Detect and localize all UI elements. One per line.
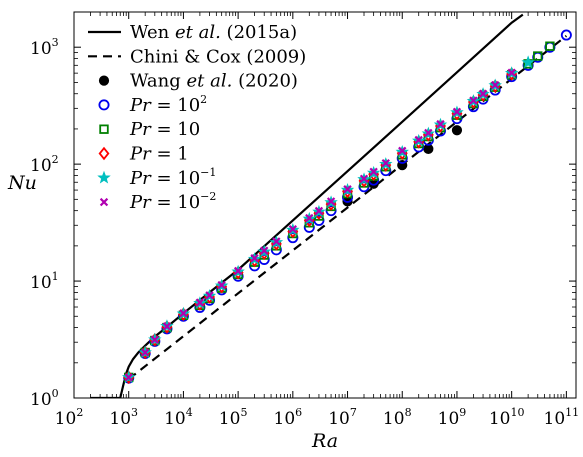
legend-marker-swatch <box>97 170 111 184</box>
legend: Wen et al. (2015a) Chini & Cox (2009) Wang… <box>88 22 306 213</box>
data-point <box>250 253 259 263</box>
data-point <box>124 373 133 382</box>
legend-label: Pr = 10 <box>129 119 200 140</box>
data-point <box>288 224 298 234</box>
data-point <box>140 348 150 357</box>
x-tick-label: 1011 <box>544 406 580 429</box>
marker-series-5 <box>124 68 516 382</box>
legend-marker-swatch <box>98 99 110 111</box>
data-point <box>381 158 390 168</box>
legend-label: Wen et al. (2015a) <box>130 22 297 43</box>
x-tick-label: 104 <box>164 406 193 429</box>
data-point <box>272 237 281 246</box>
legend-entry: Pr = 1 <box>98 144 189 165</box>
data-point <box>451 125 463 136</box>
x-tick-label: 1010 <box>489 406 525 429</box>
legend-entry: Pr = 10 <box>99 119 200 140</box>
series-line-1 <box>128 35 568 380</box>
data-point <box>398 146 407 155</box>
legend-label: Pr = 10−1 <box>129 166 216 189</box>
y-tick-label: 101 <box>30 270 59 293</box>
data-point <box>545 41 555 51</box>
data-point <box>478 89 488 98</box>
data-point <box>369 167 378 176</box>
x-tick-label: 106 <box>274 406 303 429</box>
legend-entry: Chini & Cox (2009) <box>88 46 306 67</box>
legend-marker-swatch <box>99 197 109 207</box>
data-point <box>233 266 243 276</box>
data-point <box>179 309 188 318</box>
y-tick-label: 103 <box>30 36 59 59</box>
y-axis-title: Nu <box>7 172 37 194</box>
legend-label: Chini & Cox (2009) <box>130 46 306 67</box>
marker-layer <box>121 29 572 385</box>
data-point <box>560 29 572 41</box>
legend-marker-swatch <box>99 124 109 134</box>
data-point <box>507 68 516 77</box>
x-tick-label: 107 <box>328 406 357 429</box>
x-tick-label: 103 <box>109 406 138 429</box>
x-axis-title: Ra <box>311 430 338 452</box>
data-point <box>424 128 433 138</box>
x-tick-label: 109 <box>438 406 467 429</box>
data-point <box>452 107 462 117</box>
plot-frame <box>73 11 577 399</box>
data-point <box>436 119 445 129</box>
data-point <box>217 280 226 290</box>
legend-entry: Pr = 10−2 <box>99 190 216 213</box>
x-tick-label: 102 <box>55 406 84 429</box>
legend-entry: Wen et al. (2015a) <box>88 22 297 43</box>
data-point <box>205 291 214 300</box>
data-point <box>260 246 269 255</box>
legend-label: Wang et al. (2020) <box>130 71 298 92</box>
x-tick-label: 105 <box>219 406 248 429</box>
data-point <box>414 135 423 145</box>
data-point <box>521 55 535 69</box>
data-point <box>314 206 324 216</box>
data-point <box>343 185 352 194</box>
data-point <box>359 174 369 183</box>
legend-marker-swatch <box>98 146 110 161</box>
data-point <box>491 80 500 90</box>
data-point <box>533 51 543 61</box>
legend-label: Pr = 10−2 <box>129 190 216 213</box>
legend-entry: Wang et al. (2020) <box>98 71 298 92</box>
y-tick-label: 100 <box>30 387 59 410</box>
data-point <box>150 335 159 344</box>
y-tick-label: 102 <box>30 153 59 176</box>
data-point <box>305 213 314 223</box>
x-tick-label: 108 <box>383 406 412 429</box>
tick-label-layer: 102 103 104 105 106 107 108 109 1010 1011 100 101 10… <box>30 36 579 429</box>
tick-layer <box>73 12 576 399</box>
data-point <box>162 322 172 331</box>
legend-label: Pr = 1 <box>129 144 189 165</box>
legend-marker-swatch <box>98 75 110 86</box>
marker-series-0 <box>342 125 463 207</box>
legend-entry: Pr = 102 <box>98 93 207 116</box>
legend-entry: Pr = 10−1 <box>97 166 216 189</box>
legend-label: Pr = 102 <box>129 93 207 116</box>
data-point <box>469 96 478 105</box>
data-point <box>326 197 336 206</box>
data-point <box>195 298 205 307</box>
